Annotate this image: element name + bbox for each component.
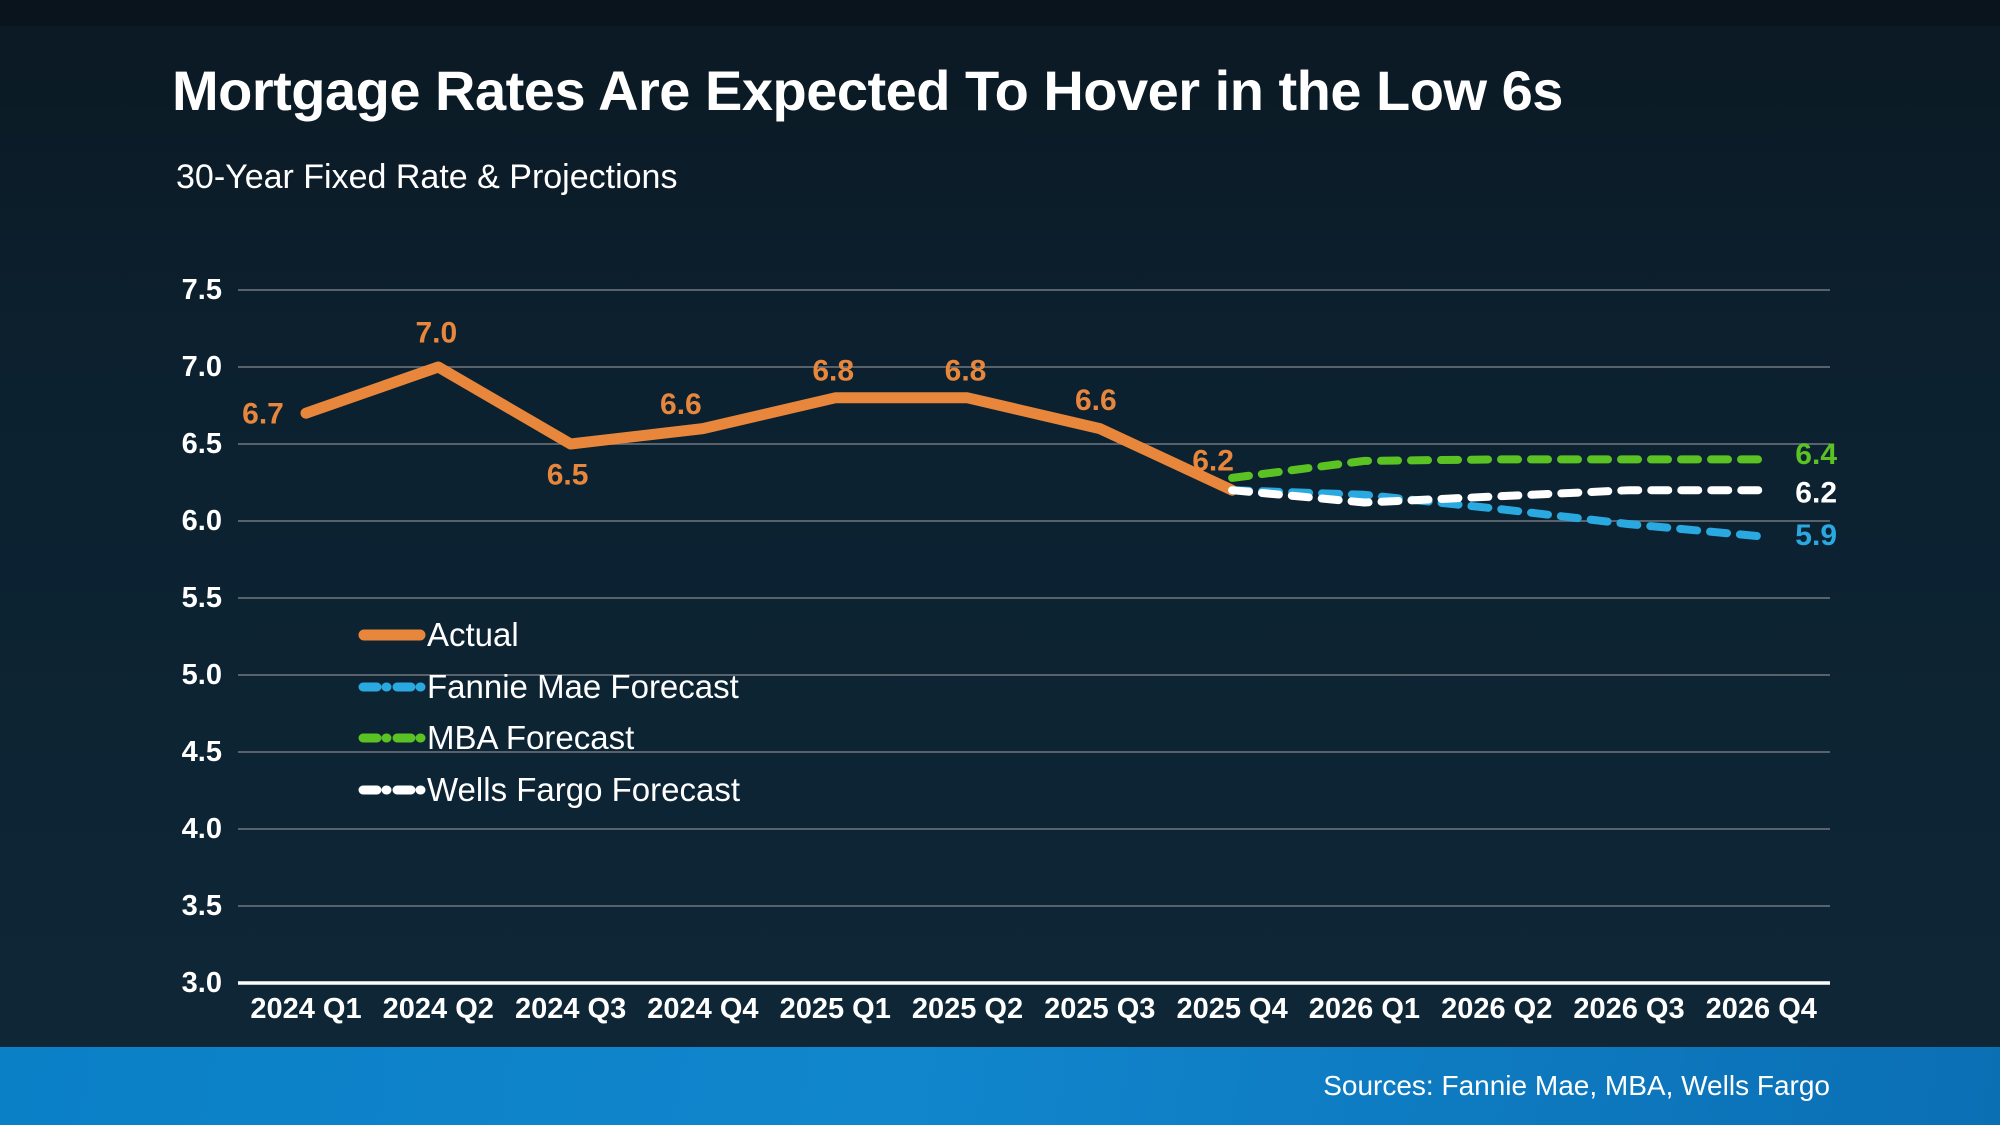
series-line-mba-forecast [1228,455,1766,482]
data-label: 6.6 [660,388,702,421]
fannie-mae-dash-swatch-icon [358,682,426,691]
series-line-actual [300,361,1238,496]
wells-fargo-dash-swatch-icon [358,785,426,794]
y-tick-label: 7.0 [182,351,222,383]
x-axis-tick-labels: 2024 Q1 2024 Q2 2024 Q3 2024 Q4 2025 Q1 2025 … [250,993,1817,1025]
x-tick-label: 2024 Q4 [647,993,758,1025]
data-label: 6.6 [1075,384,1117,417]
y-tick-label: 6.0 [182,505,222,537]
y-tick-label: 6.5 [182,428,222,460]
legend-item-fannie-mae: Fannie Mae Forecast [357,667,740,705]
y-tick-label: 5.0 [182,659,222,691]
data-label: 6.7 [242,398,284,431]
x-tick-label: 2026 Q2 [1441,993,1552,1025]
y-axis-tick-labels: 7.5 7.0 6.5 6.0 5.5 5.0 4.5 4.0 3.5 3.0 [182,274,222,999]
y-tick-label: 3.5 [182,890,222,922]
end-label-mba-forecast: 6.4 [1795,438,1837,471]
series-line-wells-fargo-forecast [1228,486,1766,507]
data-label: 6.5 [547,459,589,492]
footer-bar: Sources: Fannie Mae, MBA, Wells Fargo [0,1047,2000,1125]
legend-label: Actual [427,616,519,653]
series-line-fannie-mae-forecast [1228,486,1766,541]
top-bar [0,0,2000,26]
legend-label: Fannie Mae Forecast [427,667,739,705]
page-subtitle: 30-Year Fixed Rate & Projections [176,158,678,196]
sources-text: Sources: Fannie Mae, MBA, Wells Fargo [1323,1070,1830,1101]
legend-item-wells-fargo: Wells Fargo Forecast [357,770,740,808]
data-label: 7.0 [415,317,457,350]
mba-dash-swatch-icon [358,733,426,743]
gridlines [238,289,1830,985]
x-tick-label: 2026 Q1 [1309,993,1420,1025]
chart-legend: Actual Fannie Mae Forecast MBA Forecast … [357,617,740,823]
y-tick-label: 4.5 [182,736,222,768]
y-tick-label: 7.5 [182,274,222,306]
actual-line-swatch-icon [358,629,426,641]
legend-item-mba: MBA Forecast [357,720,740,756]
x-tick-label: 2026 Q4 [1706,993,1817,1025]
end-label-fannie-mae-forecast: 5.9 [1795,519,1837,552]
x-tick-label: 2025 Q4 [1176,993,1287,1025]
x-tick-label: 2025 Q3 [1044,993,1155,1025]
x-tick-label: 2024 Q1 [250,993,361,1025]
actual-point-labels: 6.7 7.0 6.5 6.6 6.8 6.8 6.6 6.2 [242,317,1234,492]
data-label: 6.2 [1192,445,1234,478]
legend-label: Wells Fargo Forecast [427,770,740,808]
data-label: 6.8 [812,354,854,387]
x-tick-label: 2026 Q3 [1573,993,1684,1025]
y-tick-label: 5.5 [182,582,222,614]
data-label: 6.8 [945,354,987,387]
x-tick-label: 2024 Q3 [515,993,626,1025]
x-tick-label: 2025 Q2 [912,993,1023,1025]
legend-label: MBA Forecast [427,719,635,756]
x-tick-label: 2024 Q2 [383,993,494,1025]
y-tick-label: 3.0 [182,967,222,999]
page-title: Mortgage Rates Are Expected To Hover in … [172,59,1563,122]
end-label-wells-fargo-forecast: 6.2 [1795,477,1837,510]
y-tick-label: 4.0 [182,813,222,845]
legend-item-actual: Actual [357,617,740,653]
x-tick-label: 2025 Q1 [780,993,891,1025]
